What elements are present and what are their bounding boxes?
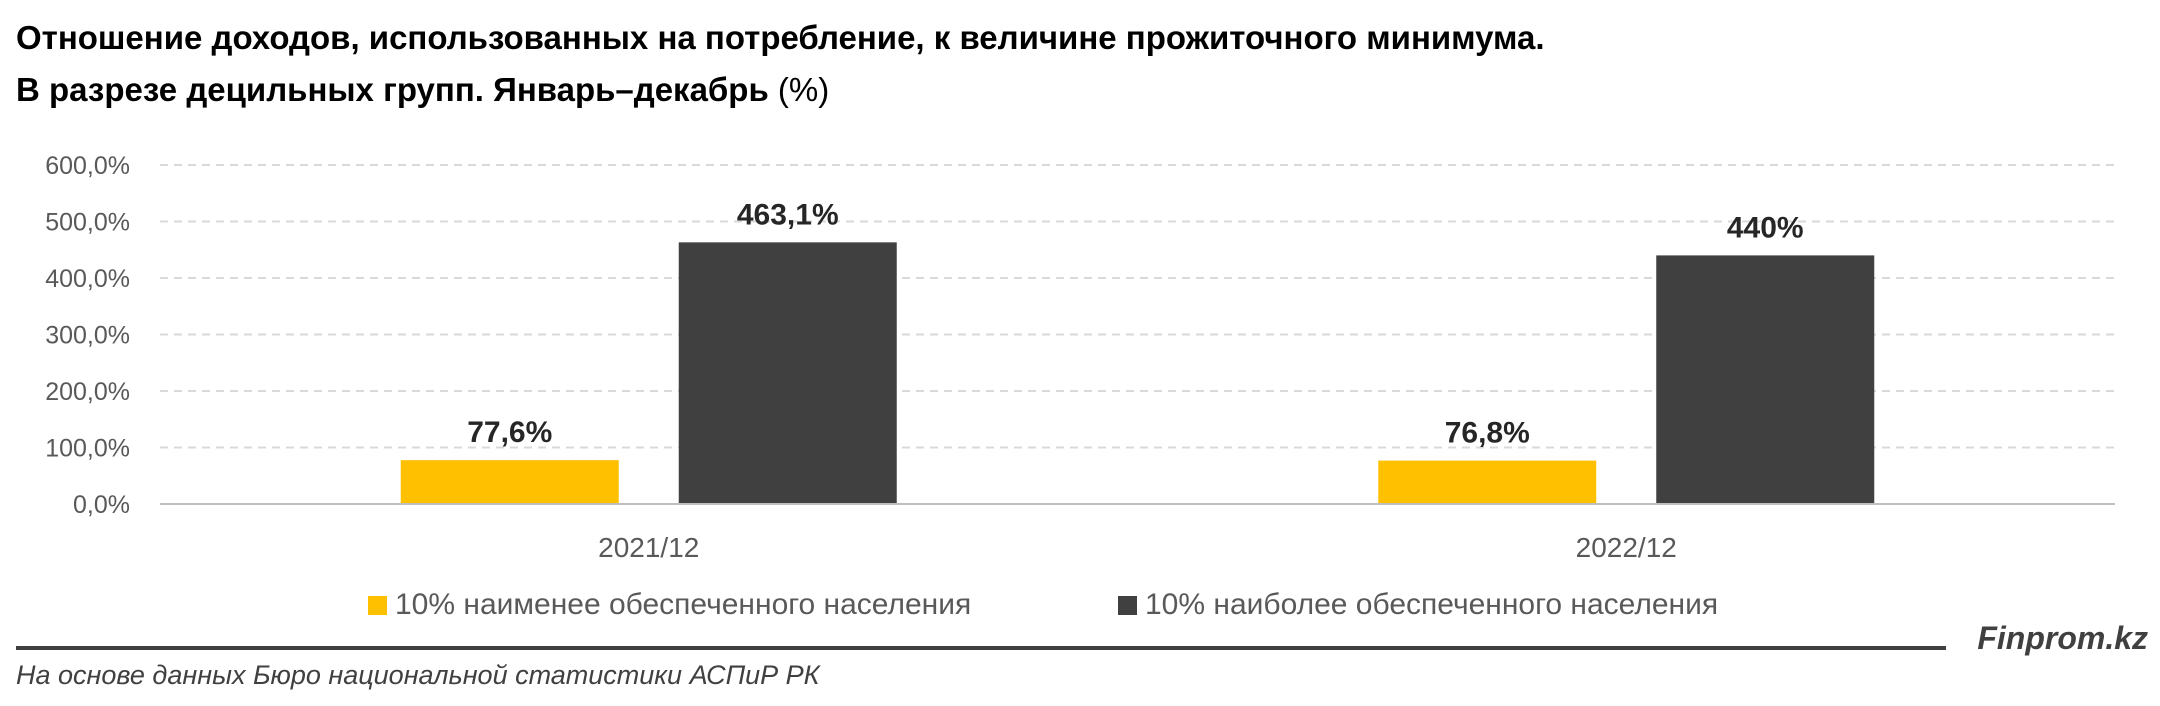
title-line-2-text: В разрезе децильных групп. Январь–декабр… xyxy=(16,71,769,108)
x-category-label: 2021/12 xyxy=(598,532,699,563)
data-label: 440% xyxy=(1727,211,1804,244)
bar-highest-decile xyxy=(678,242,897,504)
legend-label: 10% наиболее обеспеченного населения xyxy=(1145,588,1719,621)
y-tick-label: 300,0% xyxy=(45,322,130,350)
legend: 10% наименее обеспеченного населения 10% … xyxy=(0,588,2160,628)
data-label: 463,1% xyxy=(737,198,839,231)
legend-swatch xyxy=(1118,595,1137,615)
legend-item: 10% наиболее обеспеченного населения xyxy=(1118,588,1718,622)
bar-lowest-decile xyxy=(1378,460,1597,504)
title-line-2: В разрезе децильных групп. Январь–декабр… xyxy=(16,64,1545,116)
title-unit: (%) xyxy=(777,71,830,108)
x-category-label: 2022/12 xyxy=(1576,532,1677,563)
y-tick-label: 200,0% xyxy=(45,378,130,406)
brand-logo: Finprom.kz xyxy=(1977,620,2148,656)
x-axis: 2021/12 2022/12 xyxy=(160,503,2115,563)
legend-swatch xyxy=(368,595,387,615)
source-note: На основе данных Бюро национальной стати… xyxy=(16,660,820,690)
bar-highest-decile xyxy=(1656,255,1875,504)
y-tick-label: 0,0% xyxy=(73,491,130,519)
y-tick-label: 500,0% xyxy=(45,209,130,237)
chart-title: Отношение доходов, использованных на пот… xyxy=(16,12,1545,116)
bar-lowest-decile xyxy=(400,460,619,504)
data-label: 77,6% xyxy=(467,416,552,449)
y-tick-label: 100,0% xyxy=(45,435,130,463)
data-label: 76,8% xyxy=(1445,417,1530,450)
y-axis: 0,0% 100,0% 200,0% 300,0% 400,0% 500,0% 600,0% xyxy=(45,152,130,519)
bar-chart: 0,0% 100,0% 200,0% 300,0% 400,0% 500,0% 600,0%… xyxy=(45,152,2115,563)
legend-label: 10% наименее обеспеченного населения xyxy=(395,588,972,621)
legend-item: 10% наименее обеспеченного населения xyxy=(368,588,971,622)
title-line-1: Отношение доходов, использованных на пот… xyxy=(16,19,1545,56)
y-tick-label: 400,0% xyxy=(45,265,130,293)
y-tick-label: 600,0% xyxy=(45,152,130,180)
footer-rule xyxy=(16,646,1946,650)
bars: 77,6% 463,1% 76,8% 440% xyxy=(400,198,1875,504)
